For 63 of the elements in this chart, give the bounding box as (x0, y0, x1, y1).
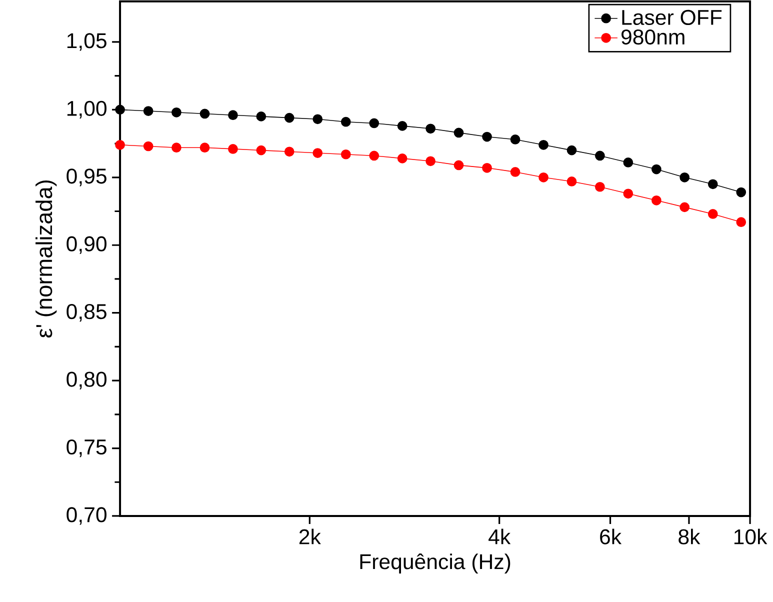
point (510, 134, 520, 144)
point (482, 162, 492, 173)
point (200, 108, 210, 119)
point (651, 195, 662, 206)
point (708, 179, 718, 190)
y-tick-label: 0,85 (66, 304, 106, 322)
point (623, 158, 634, 168)
point (228, 144, 238, 154)
y-tick-label: 1,00 (67, 100, 106, 118)
x-tick-label: 8k (678, 528, 700, 544)
point (172, 107, 182, 118)
point (594, 182, 605, 192)
point (228, 110, 238, 120)
point (312, 148, 323, 158)
point (172, 142, 182, 153)
point (369, 150, 380, 161)
point (538, 140, 548, 150)
point (623, 188, 634, 199)
point (680, 172, 690, 182)
point (454, 128, 464, 138)
point (284, 146, 294, 157)
y-axis-title: ε' (normalizada) (36, 180, 57, 338)
point (256, 112, 266, 122)
point (426, 124, 436, 134)
y-tick-label: 0,75 (66, 439, 106, 458)
legend-label: 980nm (622, 29, 684, 45)
point (680, 202, 690, 212)
point (566, 145, 577, 156)
y-tick-label: 0,90 (66, 236, 106, 254)
point (397, 154, 408, 164)
legend-label: Laser OFF (622, 10, 722, 26)
point (426, 156, 436, 166)
point (143, 141, 154, 152)
point (284, 112, 294, 123)
point (454, 160, 464, 170)
point (312, 114, 323, 124)
y-tick-label: 0,80 (66, 372, 106, 390)
point (115, 104, 125, 115)
y-tick-label: 0,95 (66, 168, 106, 186)
x-tick-label: 6k (600, 528, 622, 544)
point (340, 149, 351, 160)
x-axis-title: Frequência (Hz) (360, 554, 510, 574)
x-tick-label: 4k (488, 528, 511, 544)
point (566, 176, 577, 186)
point (397, 120, 408, 131)
point (651, 164, 662, 174)
y-tick-label: 0,70 (66, 507, 106, 525)
point (594, 150, 605, 161)
point (340, 116, 351, 127)
y-tick-label: 1,05 (67, 33, 106, 51)
point (708, 209, 718, 219)
point (143, 106, 154, 116)
point (736, 187, 746, 198)
point (369, 118, 380, 128)
point (115, 140, 125, 150)
x-tick-label: 2k (299, 528, 321, 544)
point (736, 217, 746, 228)
point (200, 142, 210, 153)
point (538, 172, 548, 182)
point (256, 145, 266, 156)
point (482, 132, 492, 142)
point (510, 167, 520, 177)
x-tick-label: 10k (734, 528, 768, 544)
